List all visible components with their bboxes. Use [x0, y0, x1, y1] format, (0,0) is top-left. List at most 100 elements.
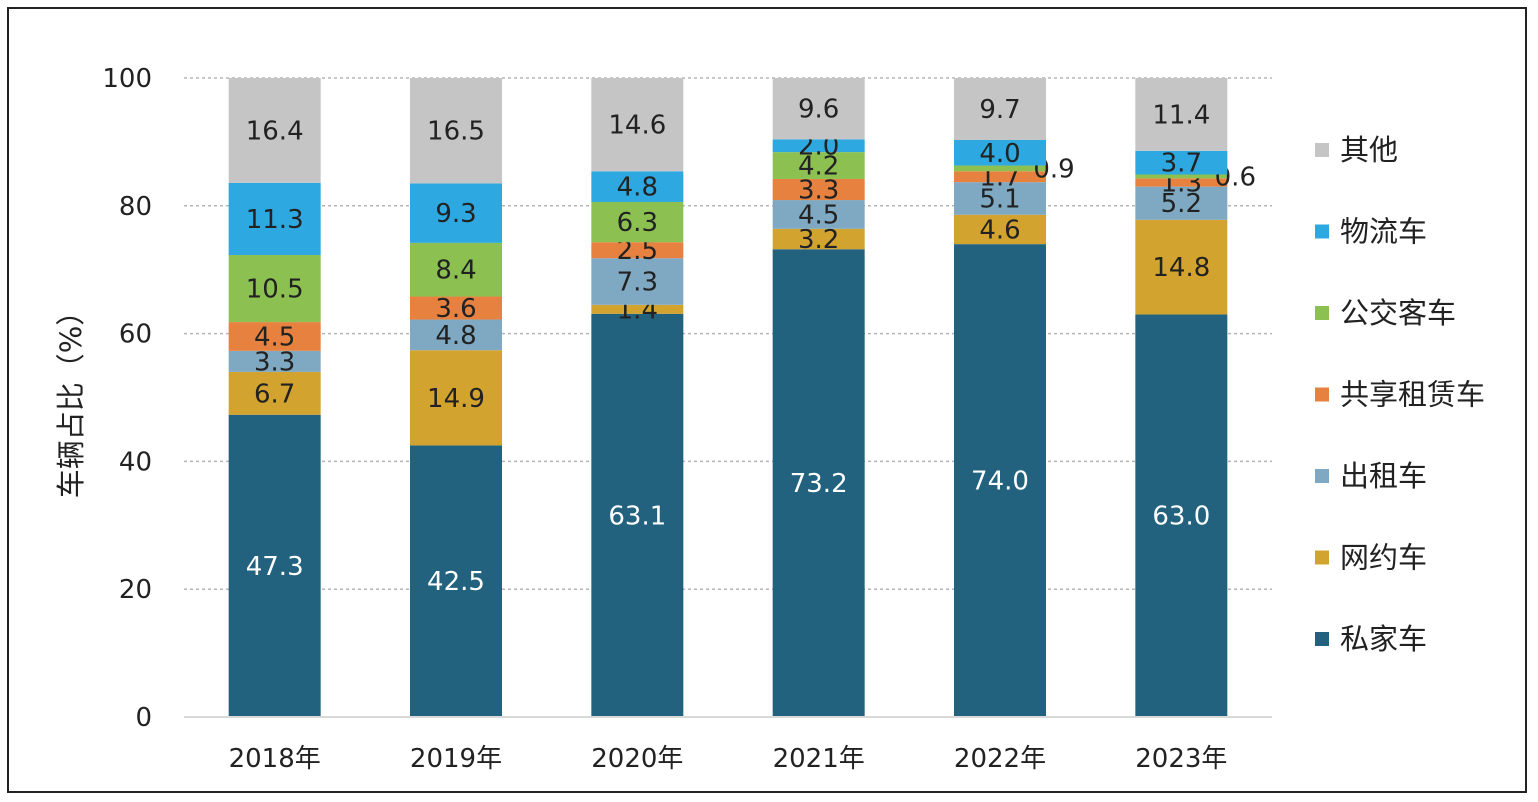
bar-segment	[954, 171, 1046, 183]
bar-segment	[772, 178, 865, 201]
data-label: 11.3	[246, 205, 304, 235]
legend-swatch	[1315, 224, 1329, 239]
legend-label: 物流车	[1340, 215, 1427, 249]
data-label: 6.7	[254, 379, 295, 409]
data-label: 8.4	[435, 256, 476, 286]
data-label: 4.8	[617, 173, 658, 203]
data-label: 4.6	[979, 215, 1020, 245]
bar-segment	[591, 313, 684, 717]
bar-segment	[410, 350, 502, 446]
bar-segment	[772, 249, 865, 717]
bar-segment	[228, 182, 321, 256]
y-tick-label: 0	[135, 703, 152, 733]
bar-segment	[591, 78, 684, 172]
data-label: 4.2	[798, 152, 839, 182]
x-tick-label: 2018年	[229, 744, 321, 774]
x-tick-label: 2023年	[1135, 744, 1227, 774]
x-tick-label: 2020年	[591, 744, 683, 774]
bar-segment	[1135, 178, 1228, 187]
y-tick-label: 60	[119, 320, 152, 350]
data-label: 73.2	[790, 469, 848, 499]
legend-label: 其他	[1340, 133, 1398, 167]
data-label: 16.4	[246, 116, 304, 146]
bar-segment	[591, 171, 684, 202]
legend-swatch	[1315, 550, 1329, 565]
data-label: 9.7	[979, 95, 1020, 125]
y-axis-label: 车辆占比（%）	[54, 297, 88, 499]
data-label: 6.3	[617, 208, 658, 238]
bar-segment	[772, 228, 865, 250]
bar-segment	[954, 214, 1046, 245]
data-label: 5.2	[1161, 189, 1202, 219]
bar-segment	[228, 255, 321, 323]
data-label: 14.9	[427, 384, 485, 414]
bar-segment	[954, 165, 1046, 172]
data-label: 11.4	[1152, 100, 1210, 130]
data-label: 42.5	[427, 567, 485, 597]
data-label: 9.6	[798, 95, 839, 125]
data-label: 63.0	[1152, 502, 1210, 532]
data-label: 4.0	[979, 139, 1020, 169]
bar-segment	[410, 319, 502, 351]
legend-swatch	[1315, 143, 1329, 157]
y-tick-label: 20	[119, 575, 152, 605]
data-label: 3.3	[798, 176, 839, 206]
x-tick-label: 2022年	[954, 744, 1046, 774]
bar-segment	[591, 201, 684, 243]
data-label: 4.5	[254, 322, 295, 352]
stacked-bar-chart: 020406080100车辆占比（%）47.36.73.34.510.511.3…	[54, 64, 1485, 774]
legend-swatch	[1315, 387, 1329, 402]
data-label: 3.6	[435, 294, 476, 324]
bar-segment	[1135, 174, 1228, 179]
x-tick-label: 2021年	[773, 744, 865, 774]
data-label: 14.8	[1152, 253, 1210, 283]
legend-label: 私家车	[1340, 622, 1427, 656]
data-label: 10.5	[246, 275, 304, 305]
bar-segment	[410, 296, 502, 320]
bar-segment	[228, 350, 321, 372]
bar-segment	[228, 371, 321, 415]
bar-segment	[591, 258, 684, 305]
bar-segment	[410, 78, 502, 184]
bar-segment	[1135, 314, 1228, 717]
bar-segment	[954, 244, 1046, 717]
bar-segment	[228, 78, 321, 183]
bar-segment	[591, 304, 684, 314]
bar-segment	[954, 182, 1046, 215]
data-label: 3.2	[798, 225, 839, 255]
bar-segment	[1135, 186, 1228, 220]
legend-swatch	[1315, 306, 1329, 320]
bar-segment	[591, 242, 684, 259]
data-label: 63.1	[608, 501, 666, 531]
bar-segment	[410, 242, 502, 297]
data-label: 47.3	[246, 552, 304, 582]
data-label: 3.3	[254, 347, 295, 377]
data-label: 5.1	[979, 184, 1020, 214]
data-label: 3.7	[1161, 149, 1202, 179]
legend-label: 公交客车	[1340, 296, 1456, 330]
bar-segment	[410, 445, 502, 717]
x-tick-label: 2019年	[410, 744, 502, 774]
data-label: 14.6	[608, 111, 666, 141]
y-tick-label: 80	[119, 192, 152, 222]
bar-segment	[1135, 78, 1228, 151]
y-tick-label: 40	[119, 447, 152, 477]
legend-label: 出租车	[1340, 459, 1427, 493]
bar-segment	[954, 139, 1046, 166]
data-label: 74.0	[971, 467, 1029, 497]
y-tick-label: 100	[102, 64, 152, 94]
bar-segment	[228, 322, 321, 351]
bar-segment	[772, 152, 865, 179]
data-label: 9.3	[435, 199, 476, 229]
legend-swatch	[1315, 632, 1329, 646]
bar-segment	[772, 139, 865, 153]
legend-label: 网约车	[1340, 541, 1427, 575]
bar-segment	[410, 183, 502, 243]
data-label: 4.8	[435, 321, 476, 351]
legend-swatch	[1315, 469, 1329, 483]
data-label: 16.5	[427, 117, 485, 147]
legend-label: 共享租赁车	[1340, 378, 1485, 412]
data-label: 4.5	[798, 200, 839, 230]
bar-segment	[1135, 150, 1228, 175]
bar-segment	[954, 78, 1046, 140]
